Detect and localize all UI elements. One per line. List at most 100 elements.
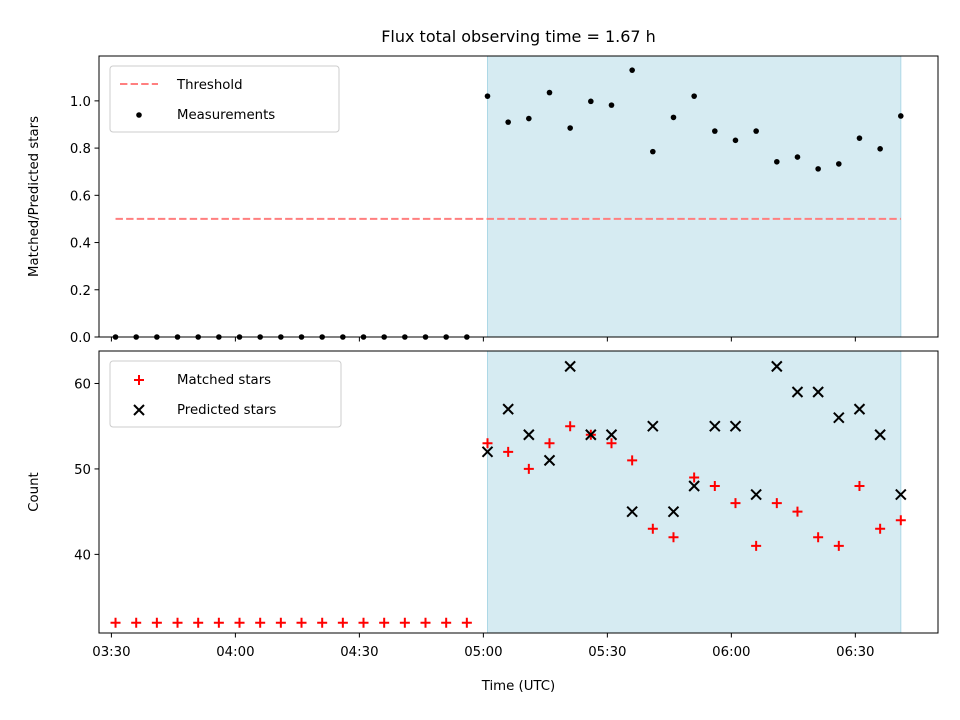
predicted-star-point <box>543 454 556 467</box>
measurement-point <box>836 161 842 167</box>
axes-frame <box>98 350 939 634</box>
x-tick-label: 05:00 <box>464 645 502 660</box>
measurement-point <box>732 137 739 144</box>
y-axis-label: Count <box>27 472 42 512</box>
bottom-panel: 40 50 60 03:30 04:00 04:30 05:00 05:30 06:00 06:3… <box>27 350 939 660</box>
predicted-star-point <box>564 360 576 373</box>
matched-star-point <box>441 617 452 628</box>
y-axis-label: Matched/Predicted stars <box>27 116 42 277</box>
matched-star-point <box>565 421 576 432</box>
legend-label: Predicted stars <box>177 403 276 418</box>
matched-star-point <box>482 438 493 449</box>
legend-label: Measurements <box>177 108 275 123</box>
predicted-star-point <box>502 403 514 415</box>
legend-label: Threshold <box>176 78 243 93</box>
measurement-point <box>753 128 759 134</box>
predicted-star-point <box>812 386 824 398</box>
x-tick-label: 06:30 <box>836 645 874 660</box>
matched-star-point <box>833 540 844 551</box>
predicted-star-point <box>647 420 659 432</box>
matched-star-point <box>668 532 679 543</box>
y-tick-label: 0.8 <box>70 142 91 157</box>
matched-star-point <box>317 617 328 628</box>
measurement-point <box>629 67 635 73</box>
measurement-point <box>898 113 904 119</box>
measurement-point <box>856 135 863 141</box>
matched-star-point <box>627 455 638 466</box>
x-tick-label: 04:00 <box>216 645 254 660</box>
measurement-point <box>794 154 801 160</box>
measurement-point <box>484 93 491 99</box>
predicted-star-point <box>523 429 535 441</box>
y-tick-label: 0.0 <box>70 331 91 346</box>
matched-star-point <box>854 481 865 492</box>
matched-star-point <box>544 438 555 449</box>
measurement-point <box>650 148 656 155</box>
x-axis-label: Time (UTC) <box>481 679 556 694</box>
measurement-point <box>608 102 615 108</box>
measurement-point <box>567 125 573 131</box>
x-tick-label: 04:30 <box>340 645 378 660</box>
legend-matched-marker <box>134 375 144 385</box>
predicted-star-point <box>585 429 597 441</box>
predicted-star-point <box>709 420 721 432</box>
top-panel: 0.0 0.2 0.4 0.6 0.8 1.0 Matched/Predicted star… <box>27 55 939 346</box>
x-tick-label: 06:00 <box>712 645 750 660</box>
matched-star-point <box>110 617 121 628</box>
y-tick-label: 60 <box>74 377 91 392</box>
matched-star-point <box>420 617 431 628</box>
measurement-point <box>712 128 718 134</box>
matched-star-point <box>813 532 824 543</box>
predicted-star-point <box>688 480 700 492</box>
matched-star-point <box>193 617 204 628</box>
chart-title: Flux total observing time = 1.67 h <box>381 27 656 46</box>
predicted-star-point <box>750 488 762 501</box>
predicted-star-point <box>729 420 742 432</box>
matched-star-point <box>379 617 390 628</box>
matched-star-point <box>172 617 183 628</box>
y-tick-label: 40 <box>74 548 91 563</box>
y-tick-label: 0.2 <box>70 284 91 299</box>
axes-frame <box>98 55 939 338</box>
legend-measurement-marker <box>136 112 142 118</box>
predicted-star-point <box>771 360 783 373</box>
measurement-point <box>546 89 553 96</box>
matched-star-point <box>131 617 142 628</box>
matched-star-point <box>730 498 741 509</box>
x-tick-label: 03:30 <box>92 645 130 660</box>
predicted-star-point <box>853 403 866 415</box>
legend-predicted-marker <box>133 404 145 416</box>
predicted-star-point <box>481 446 494 458</box>
shaded-region <box>487 350 902 634</box>
matched-star-point <box>358 617 369 628</box>
matched-star-point <box>399 617 410 628</box>
matched-star-point <box>503 446 514 457</box>
matched-star-point <box>647 523 658 534</box>
predicted-star-point <box>605 429 618 441</box>
measurement-point <box>877 146 883 152</box>
y-tick-label: 50 <box>74 463 91 478</box>
matched-star-point <box>275 617 286 628</box>
matched-star-point <box>895 515 906 526</box>
measurement-point <box>691 93 697 99</box>
legend-box <box>109 65 340 133</box>
legend-box <box>109 360 342 428</box>
measurement-point <box>526 115 532 122</box>
matched-star-point <box>606 438 617 449</box>
matched-star-point <box>771 498 782 509</box>
matched-star-point <box>151 617 162 628</box>
matched-star-point <box>213 617 224 628</box>
matched-star-point <box>751 540 762 551</box>
matched-star-point <box>523 463 534 474</box>
measurement-point <box>505 119 511 125</box>
measurement-point <box>815 166 821 172</box>
measurement-point <box>588 98 594 105</box>
measurement-point <box>774 158 780 165</box>
measurement-point <box>670 114 677 121</box>
predicted-star-point <box>833 411 845 424</box>
y-tick-label: 0.4 <box>70 237 91 252</box>
matched-star-point <box>234 617 245 628</box>
matched-star-point <box>296 617 307 628</box>
predicted-star-point <box>895 488 907 501</box>
